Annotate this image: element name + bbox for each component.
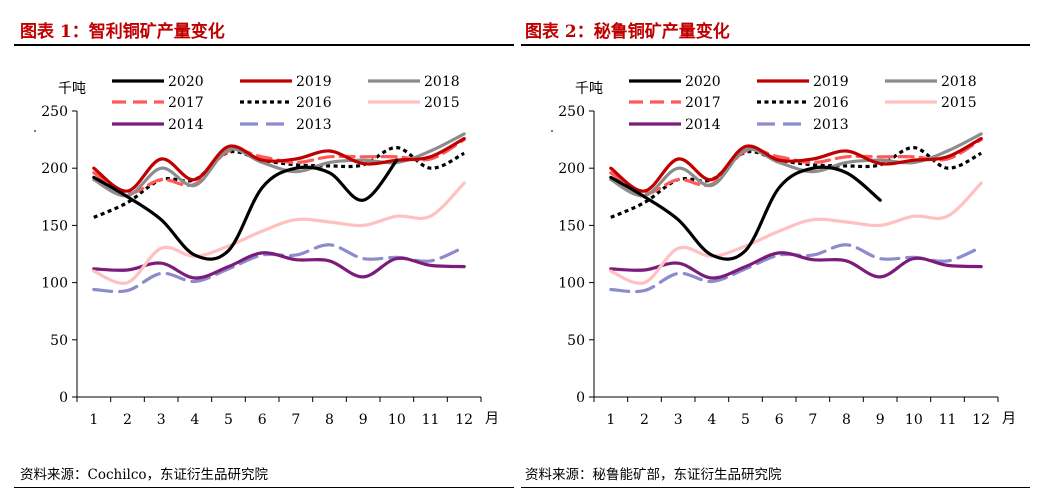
y-tick-label: 200 — [558, 161, 585, 177]
series-line-2013 — [92, 243, 466, 294]
x-tick-label: 7 — [291, 412, 300, 428]
x-tick-label: 11 — [422, 412, 440, 428]
y-tick-label: 100 — [41, 276, 68, 292]
legend-label-2014: 2014 — [168, 117, 204, 133]
footer-divider — [14, 487, 514, 488]
legend-label-2017: 2017 — [168, 95, 204, 111]
x-tick-label: 2 — [123, 412, 132, 428]
legend-label-2016: 2016 — [296, 95, 332, 111]
legend-label-2017: 2017 — [685, 95, 721, 111]
chart-title: 图表 2：秘鲁铜矿产量变化 — [525, 22, 730, 42]
series-line-2020 — [92, 158, 399, 261]
chart-panel-peru: 图表 2：秘鲁铜矿产量变化 0 50 100 150 200 250 1 2 3 4 5 6 7 8 9 10… — [521, 0, 1060, 498]
x-tick-label: 4 — [707, 412, 716, 428]
y-tick-label: 200 — [41, 161, 68, 177]
x-tick-label: 5 — [224, 412, 233, 428]
chart-panel-chile: 图表 1：智利铜矿产量变化 0 50 100 150 200 250 1 2 3 4 5 6 7 8 9 10… — [0, 0, 518, 498]
footer-divider — [521, 487, 1030, 488]
x-tick-label: 3 — [674, 412, 683, 428]
x-tick-label: 12 — [972, 412, 990, 428]
x-unit-label: 月 — [485, 411, 499, 427]
y-tick-label: 150 — [558, 218, 585, 234]
y-tick-label: 250 — [558, 104, 585, 120]
series-line-2018 — [92, 132, 466, 198]
x-tick-label: 10 — [905, 412, 923, 428]
legend-label-2015: 2015 — [424, 95, 460, 111]
series-line-2020 — [609, 165, 882, 261]
x-tick-label: 3 — [157, 412, 166, 428]
legend-label-2016: 2016 — [813, 95, 849, 111]
series-line-2014 — [92, 251, 466, 280]
title-divider — [521, 44, 1030, 46]
x-tick-label: 10 — [388, 412, 406, 428]
legend-label-2018: 2018 — [424, 74, 460, 90]
legend-label-2015: 2015 — [941, 95, 977, 111]
series-line-2019 — [609, 136, 983, 193]
x-tick-label: 4 — [190, 412, 199, 428]
x-tick-label: 9 — [359, 412, 368, 428]
y-tick-label: 150 — [41, 218, 68, 234]
legend-label-2019: 2019 — [813, 74, 849, 90]
legend-label-2018: 2018 — [941, 74, 977, 90]
series-line-2013 — [609, 243, 983, 294]
series-line-2015 — [92, 181, 466, 285]
legend-label-2014: 2014 — [685, 117, 721, 133]
chart-source: 资料来源：Cochilco，东证衍生品研究院 — [20, 467, 269, 483]
y-tick-label: 250 — [41, 104, 68, 120]
series-line-2019 — [92, 136, 466, 193]
y-tick-label: 0 — [59, 390, 68, 406]
series-line-2016 — [610, 146, 982, 219]
y-tick-label: 100 — [558, 276, 585, 292]
x-tick-label: 1 — [606, 412, 615, 428]
x-tick-label: 7 — [808, 412, 817, 428]
x-tick-label: 9 — [876, 412, 885, 428]
legend-label-2013: 2013 — [296, 117, 332, 133]
y-unit-label: 千吨 — [575, 81, 603, 97]
x-unit-label: 月 — [1002, 411, 1016, 427]
chart-title: 图表 1：智利铜矿产量变化 — [20, 22, 225, 42]
x-tick-label: 8 — [325, 412, 334, 428]
x-tick-label: 5 — [741, 412, 750, 428]
series-line-2015 — [609, 181, 983, 285]
y-tick-label: 0 — [576, 390, 585, 406]
y-tick-label: 50 — [567, 333, 585, 349]
title-divider — [14, 44, 514, 46]
series-line-2014 — [609, 251, 983, 280]
x-tick-label: 12 — [455, 412, 473, 428]
series-line-2016 — [93, 146, 465, 219]
series-line-2018 — [609, 132, 983, 198]
legend-label-2019: 2019 — [296, 74, 332, 90]
legend-label-2013: 2013 — [813, 117, 849, 133]
x-tick-label: 2 — [640, 412, 649, 428]
x-tick-label: 6 — [258, 412, 267, 428]
y-tick-label: 50 — [50, 333, 68, 349]
x-tick-label: 1 — [89, 412, 98, 428]
x-tick-label: 8 — [842, 412, 851, 428]
legend-label-2020: 2020 — [168, 74, 204, 90]
chart-source: 资料来源：秘鲁能矿部，东证衍生品研究院 — [525, 467, 782, 483]
legend-label-2020: 2020 — [685, 74, 721, 90]
x-tick-label: 11 — [939, 412, 957, 428]
y-unit-label: 千吨 — [58, 81, 86, 97]
x-tick-label: 6 — [775, 412, 784, 428]
